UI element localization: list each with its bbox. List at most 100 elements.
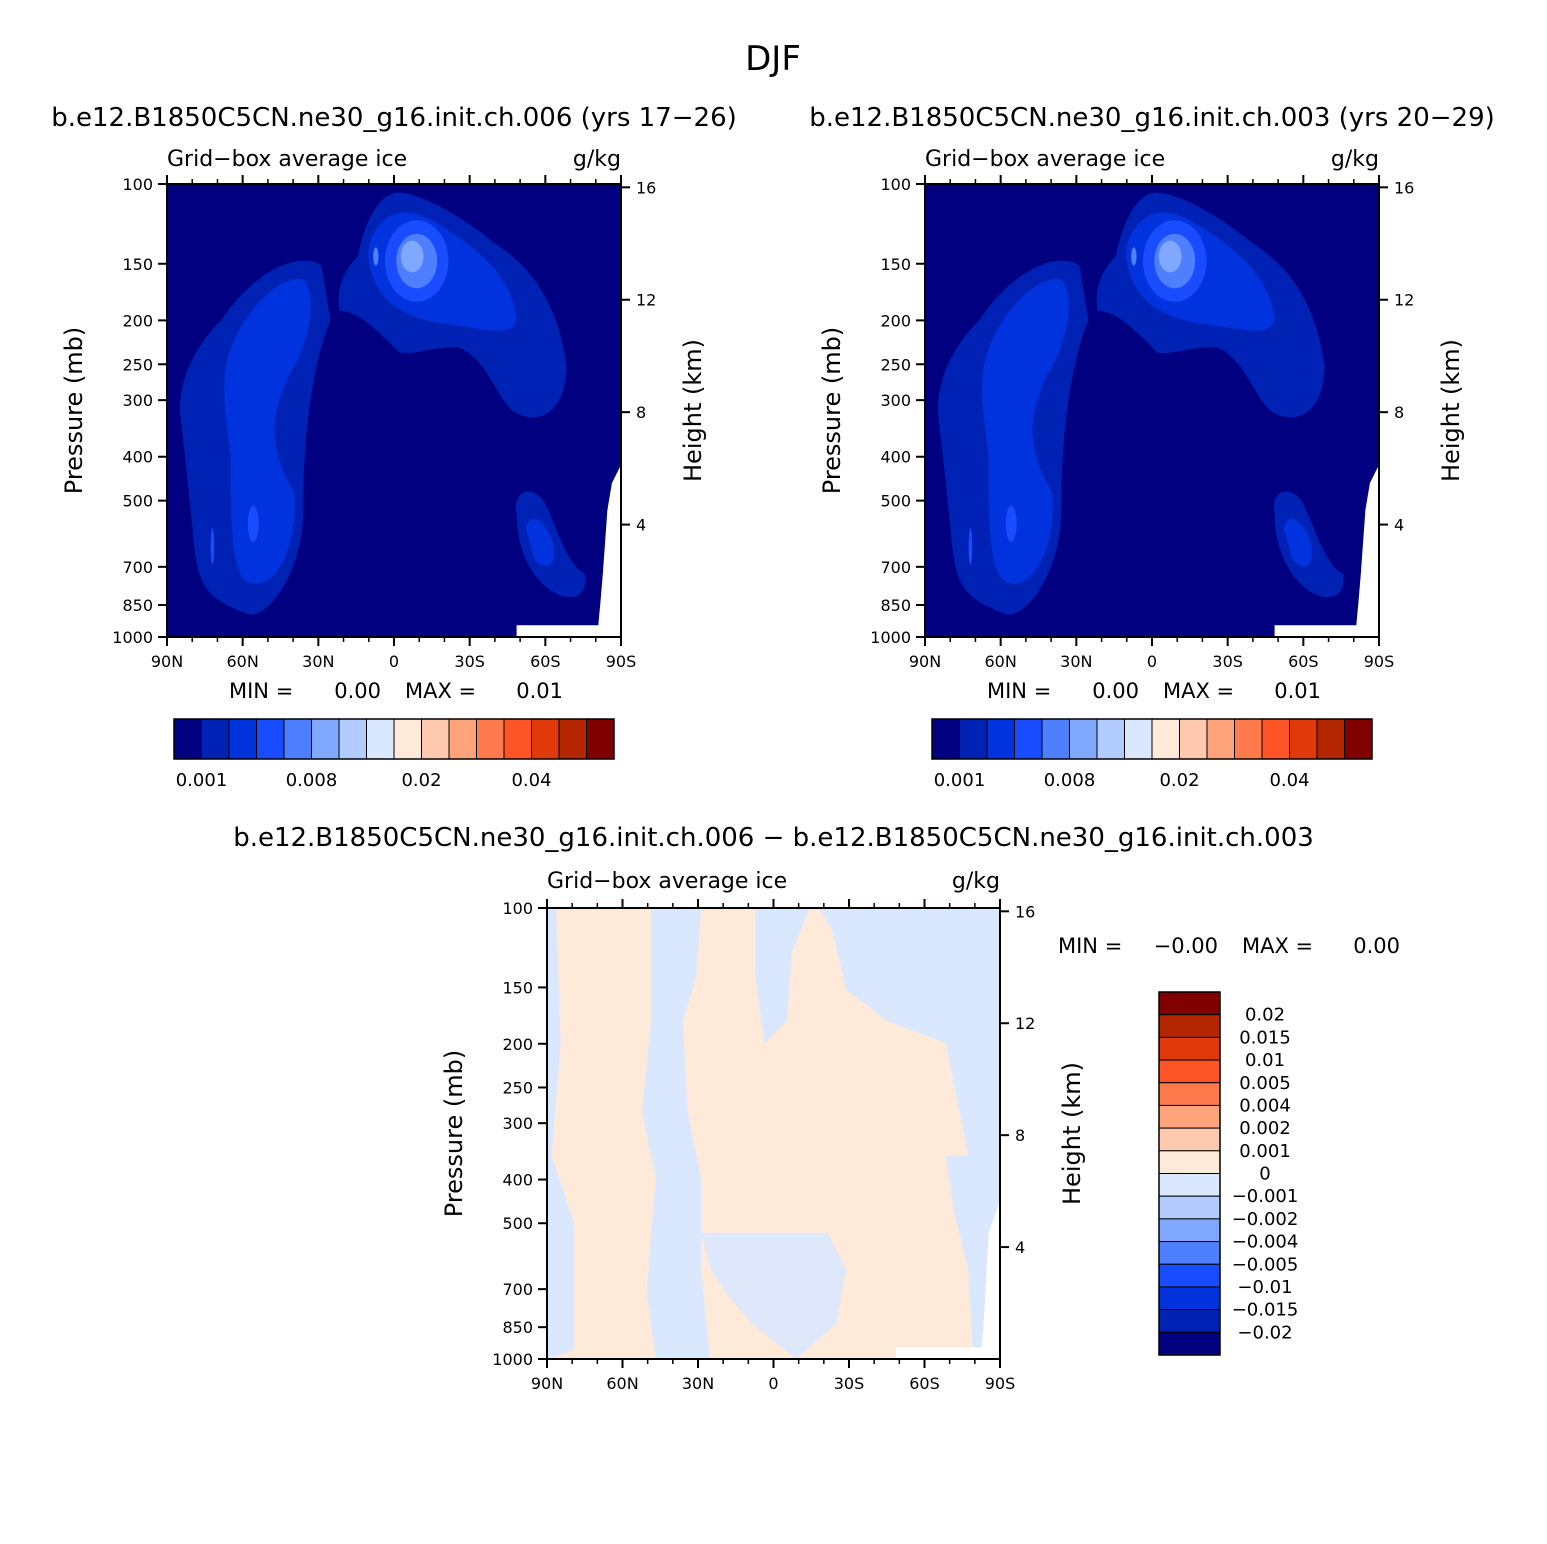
colorbar-label: 0.01 <box>1245 1050 1285 1071</box>
y2-tick-label: 12 <box>636 291 656 310</box>
colorbar-swatch <box>1158 1150 1221 1174</box>
negative-band-upper-tropics <box>755 908 810 1044</box>
y-tick-label: 400 <box>122 448 153 467</box>
y-tick-label: 850 <box>122 596 153 615</box>
missing-topography <box>895 1201 1000 1359</box>
colorbar-swatch <box>1069 718 1098 760</box>
x-tick-label: 90S <box>606 652 637 671</box>
colorbar-swatch <box>531 718 560 760</box>
colorbar-swatch <box>1234 718 1263 760</box>
colorbar: 0.001 0.008 0.02 0.04 <box>173 718 615 791</box>
colorbar-swatch <box>476 718 505 760</box>
y-tick-label: 400 <box>502 1171 533 1190</box>
x-tick-label: 60S <box>909 1374 940 1393</box>
colorbar-label: 0.04 <box>1269 770 1309 791</box>
colorbar-label: 0.001 <box>1239 1141 1291 1162</box>
contour-upper-level5 <box>400 240 424 273</box>
colorbar-swatch <box>1158 1309 1221 1333</box>
colorbar-label: 0.02 <box>1245 1005 1285 1026</box>
y-tick-label: 250 <box>880 355 911 374</box>
colorbar-swatch <box>1158 1059 1221 1084</box>
y-tick-label: 150 <box>880 255 911 274</box>
contour-field <box>925 184 1379 637</box>
x-tick-label: 30S <box>834 1374 865 1393</box>
y2-tick-label: 8 <box>1015 1126 1025 1145</box>
contour-north-sliver <box>210 528 215 565</box>
colorbar-swatch <box>1158 1241 1221 1265</box>
max-value: 0.00 <box>1353 934 1400 958</box>
colorbar-swatch <box>1316 718 1345 760</box>
y-tick-label: 500 <box>502 1214 533 1233</box>
x-tick-label: 60N <box>985 652 1017 671</box>
colorbar-swatch <box>1041 718 1070 760</box>
y-tick-label: 200 <box>502 1035 533 1054</box>
y-tick-label: 700 <box>880 558 911 577</box>
y2-tick-label: 16 <box>1394 178 1414 197</box>
colorbar-label: 0.015 <box>1239 1027 1291 1048</box>
missing-topography <box>516 464 621 637</box>
y2-tick-label: 4 <box>1015 1238 1025 1257</box>
max-value: 0.01 <box>1274 679 1321 703</box>
x-tick-label: 60N <box>606 1374 638 1393</box>
x-tick-label: 30N <box>302 652 334 671</box>
y2-tick-label: 12 <box>1015 1014 1035 1033</box>
x-tick-label: 30N <box>1060 652 1092 671</box>
contour-south-level2 <box>1283 518 1313 567</box>
x-tick-label: 90N <box>151 652 183 671</box>
x-tick-label: 90S <box>1364 652 1395 671</box>
colorbar-frame <box>931 718 1373 760</box>
x-tick-label: 0 <box>389 652 399 671</box>
colorbar-label: 0.04 <box>511 770 551 791</box>
colorbar-label: −0.004 <box>1232 1232 1299 1253</box>
y-tick-label: 500 <box>880 492 911 511</box>
panel-title: b.e12.B1850C5CN.ne30_g16.init.ch.006 − b… <box>233 823 1314 853</box>
y-tick-label: 200 <box>122 311 153 330</box>
colorbar-swatch <box>201 718 230 760</box>
variable-label: Grid−box average ice <box>167 147 407 172</box>
colorbar-swatch <box>1289 718 1318 760</box>
y2-tick-label: 8 <box>636 403 646 422</box>
colorbar-swatch <box>986 718 1015 760</box>
min-label: MIN = <box>1058 934 1122 958</box>
y-tick-label: 700 <box>502 1280 533 1299</box>
colorbar-swatch <box>1158 1195 1221 1220</box>
colorbar-swatch <box>1158 1286 1221 1311</box>
colorbar-swatch <box>228 718 257 760</box>
colorbar-swatch <box>959 718 988 760</box>
colorbar-swatch <box>586 718 615 760</box>
y-tick-label: 850 <box>880 596 911 615</box>
colorbar-swatch <box>1158 1263 1221 1288</box>
colorbar-swatch <box>1344 718 1373 760</box>
colorbar-swatch <box>1179 718 1208 760</box>
contour-north-core <box>1005 505 1017 542</box>
colorbar-swatch <box>1206 718 1235 760</box>
y-tick-label: 300 <box>122 391 153 410</box>
units-label: g/kg <box>1331 147 1379 172</box>
x-tick-label: 90N <box>531 1374 563 1393</box>
colorbar-swatch <box>1158 1036 1221 1061</box>
colorbar-swatch <box>931 718 960 760</box>
units-label: g/kg <box>952 869 1000 894</box>
colorbar-label: 0.02 <box>401 770 441 791</box>
y2-tick-label: 8 <box>1394 403 1404 422</box>
panel-2: b.e12.B1850C5CN.ne30_g16.init.ch.003 (yr… <box>809 103 1495 791</box>
colorbar-swatch <box>1158 1127 1221 1152</box>
max-label: MAX = <box>1242 934 1313 958</box>
colorbar-swatch <box>1158 1082 1221 1106</box>
colorbar-label: 0.002 <box>1239 1118 1291 1139</box>
colorbar-label: −0.015 <box>1232 1300 1299 1321</box>
max-value: 0.01 <box>516 679 563 703</box>
max-label: MAX = <box>405 679 476 703</box>
min-value: −0.00 <box>1154 934 1218 958</box>
y-tick-label: 250 <box>502 1078 533 1097</box>
y-tick-label: 400 <box>880 448 911 467</box>
colorbar-swatch <box>1158 991 1221 1016</box>
x-tick-label: 60S <box>530 652 561 671</box>
colorbar-swatch <box>338 718 367 760</box>
colorbar-swatch <box>421 718 450 760</box>
colorbar-label: −0.005 <box>1232 1254 1299 1275</box>
colorbar-swatch <box>1158 1331 1221 1356</box>
x-tick-label: 0 <box>1147 652 1157 671</box>
y-tick-label: 250 <box>122 355 153 374</box>
